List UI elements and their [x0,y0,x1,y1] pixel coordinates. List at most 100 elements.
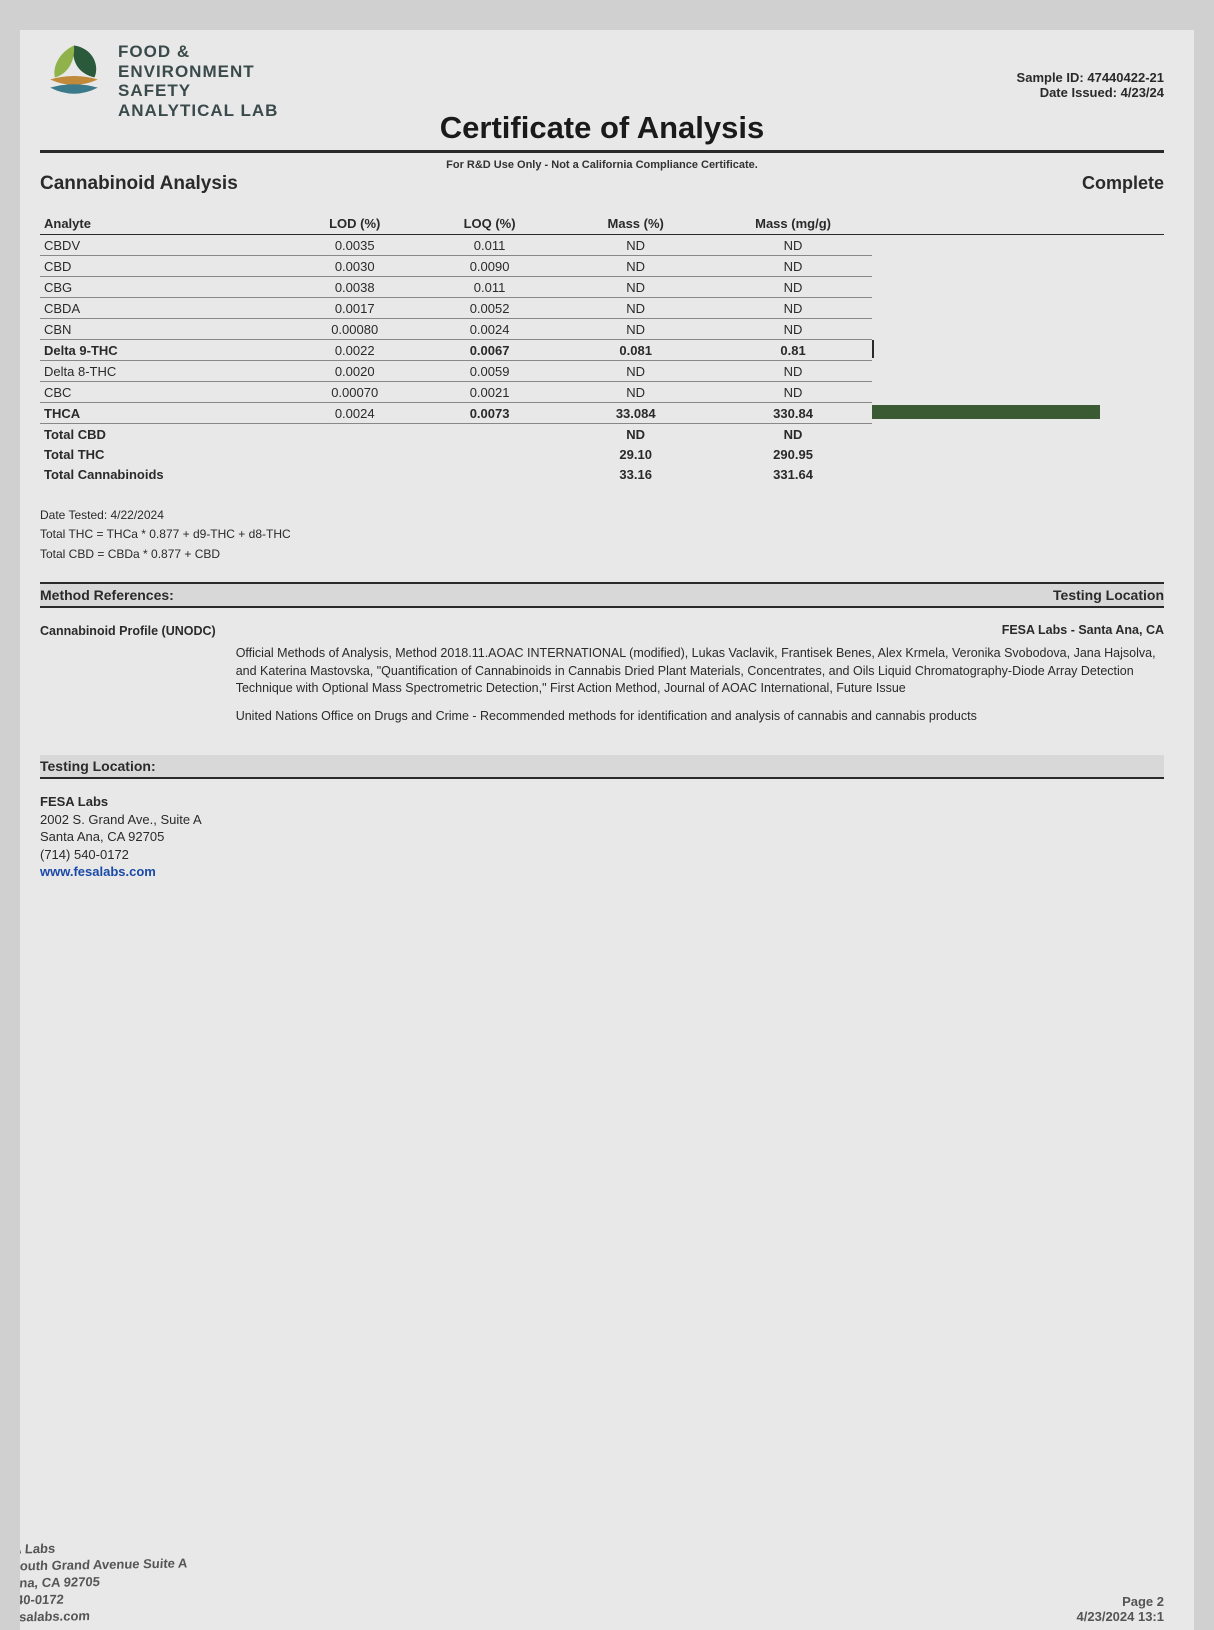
cell-bar [872,382,1164,403]
footer-line: fesalabs.com [20,1606,184,1626]
cell-loq: 0.011 [422,235,557,256]
cell-loq: 0.0059 [422,361,557,382]
cell-total-mass-pct: 33.16 [557,464,714,484]
cell-mass-mgg: ND [714,235,871,256]
cell-bar [872,319,1164,340]
lab-name: FOOD & ENVIRONMENT SAFETY ANALYTICAL LAB [118,42,278,120]
cell-bar [872,235,1164,256]
testing-location-band: Testing Location: [40,755,1164,779]
cell-loq: 0.0090 [422,256,557,277]
footer-page-info: Page 2 4/23/2024 13:1 [1077,1594,1164,1624]
table-header-row: Analyte LOD (%) LOQ (%) Mass (%) Mass (m… [40,213,1164,235]
thc-formula: Total THC = THCa * 0.877 + d9-THC + d8-T… [40,525,1164,544]
method-refs-heading: Method References: [40,587,174,603]
cell-mass-mgg: ND [714,319,871,340]
table-total-row: Total Cannabinoids 33.16331.64 [40,464,1164,484]
cell-mass-pct: 33.084 [557,403,714,424]
status-badge: Complete [1082,173,1164,194]
sample-meta: Sample ID: 47440422-21 Date Issued: 4/23… [1017,70,1164,100]
cell-mass-mgg: ND [714,361,871,382]
cell-lod: 0.00070 [287,382,422,403]
method-text: FESA Labs - Santa Ana, CA Official Metho… [236,622,1164,726]
cell-total-label: Total THC [40,444,287,464]
cell-loq: 0.011 [422,277,557,298]
lab-address-line2: Santa Ana, CA 92705 [40,828,1164,846]
footer-address-ghost: A Labs South Grand Avenue Suite A Ana, C… [20,1538,189,1626]
analyte-table: Analyte LOD (%) LOQ (%) Mass (%) Mass (m… [40,213,1164,484]
cell-lod: 0.0022 [287,340,422,361]
cell-analyte: CBG [40,277,287,298]
cell-bar [872,340,1164,361]
cell-lod: 0.0038 [287,277,422,298]
cell-lod: 0.0030 [287,256,422,277]
sample-id-label: Sample ID: [1017,70,1084,85]
footer: A Labs South Grand Avenue Suite A Ana, C… [20,1540,1164,1624]
cell-analyte: CBDV [40,235,287,256]
cell-bar [872,403,1164,424]
cell-bar [872,256,1164,277]
section-title: Cannabinoid Analysis [40,173,238,195]
table-row: Delta 9-THC0.00220.00670.0810.81 [40,340,1164,361]
method-para-2: United Nations Office on Drugs and Crime… [236,708,1164,726]
method-location-line: FESA Labs - Santa Ana, CA [236,622,1164,640]
cell-total-mass-mgg: 290.95 [714,444,871,464]
section-row: Cannabinoid Analysis Complete [40,173,1164,195]
footer-timestamp: 4/23/2024 13:1 [1077,1609,1164,1624]
col-bar [872,213,1164,235]
lab-url-link[interactable]: www.fesalabs.com [40,864,156,879]
cell-mass-pct: ND [557,382,714,403]
cell-lod: 0.0035 [287,235,422,256]
table-row: CBDA0.00170.0052NDND [40,298,1164,319]
cell-analyte: CBC [40,382,287,403]
lab-address-name: FESA Labs [40,793,1164,811]
notes: Date Tested: 4/22/2024 Total THC = THCa … [40,506,1164,564]
lab-address-line1: 2002 S. Grand Ave., Suite A [40,811,1164,829]
cell-analyte: CBDA [40,298,287,319]
cell-total-label: Total CBD [40,424,287,445]
method-block: Cannabinoid Profile (UNODC) FESA Labs - … [40,622,1164,726]
table-row: THCA0.00240.007333.084330.84 [40,403,1164,424]
cell-mass-pct: ND [557,361,714,382]
cbd-formula: Total CBD = CBDa * 0.877 + CBD [40,545,1164,564]
col-loq: LOQ (%) [422,213,557,235]
table-row: CBN0.000800.0024NDND [40,319,1164,340]
cell-loq: 0.0052 [422,298,557,319]
subtitle: For R&D Use Only - Not a California Comp… [40,159,1164,171]
cell-bar [872,298,1164,319]
cell-mass-pct: ND [557,319,714,340]
date-issued-value: 4/23/24 [1121,85,1164,100]
title-rule [40,150,1164,153]
cell-mass-pct: ND [557,235,714,256]
cell-mass-pct: ND [557,277,714,298]
col-mass-pct: Mass (%) [557,213,714,235]
cell-total-mass-pct: 29.10 [557,444,714,464]
cell-mass-mgg: ND [714,277,871,298]
cell-bar [872,361,1164,382]
lab-name-line: ANALYTICAL LAB [118,101,278,121]
footer-line: South Grand Avenue Suite A [20,1555,188,1575]
method-profile-label: Cannabinoid Profile (UNODC) [40,622,216,726]
cell-total-mass-pct: ND [557,424,714,445]
col-lod: LOD (%) [287,213,422,235]
col-analyte: Analyte [40,213,287,235]
method-refs-band: Method References: Testing Location [40,582,1164,608]
cell-lod: 0.0017 [287,298,422,319]
cell-loq: 0.0067 [422,340,557,361]
table-total-row: Total CBD NDND [40,424,1164,445]
logo-block: FOOD & ENVIRONMENT SAFETY ANALYTICAL LAB [40,40,278,120]
leaf-logo-icon [40,40,108,108]
cell-loq: 0.0024 [422,319,557,340]
cell-total-mass-mgg: 331.64 [714,464,871,484]
cell-total-label: Total Cannabinoids [40,464,287,484]
cell-analyte: CBN [40,319,287,340]
lab-name-line: SAFETY [118,81,278,101]
col-mass-mgg: Mass (mg/g) [714,213,871,235]
cell-loq: 0.0073 [422,403,557,424]
cell-mass-pct: ND [557,256,714,277]
cell-analyte: Delta 8-THC [40,361,287,382]
cell-total-mass-mgg: ND [714,424,871,445]
cell-mass-mgg: ND [714,256,871,277]
lab-address: FESA Labs 2002 S. Grand Ave., Suite A Sa… [40,793,1164,881]
date-tested: Date Tested: 4/22/2024 [40,506,1164,525]
cell-loq: 0.0021 [422,382,557,403]
